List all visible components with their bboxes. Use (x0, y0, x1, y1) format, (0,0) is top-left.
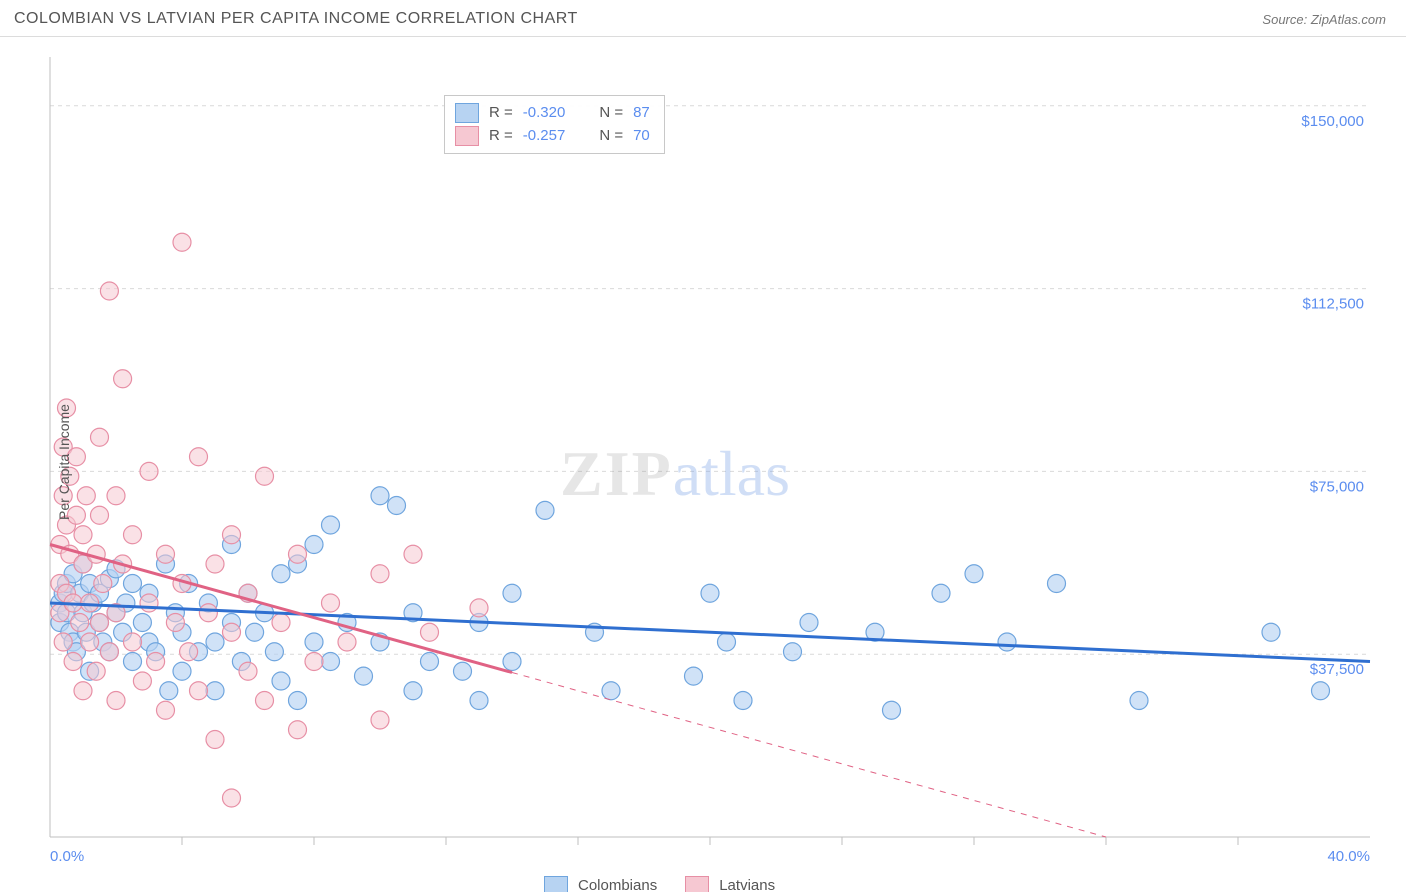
correlation-row: R = -0.257 N = 70 (455, 125, 650, 148)
r-label: R = (489, 125, 513, 148)
legend-swatch (455, 126, 479, 146)
r-label: R = (489, 102, 513, 125)
source-label: Source: (1262, 12, 1307, 27)
legend-label: Colombians (578, 875, 657, 892)
source-name: ZipAtlas.com (1311, 12, 1386, 27)
chart-title: COLOMBIAN VS LATVIAN PER CAPITA INCOME C… (14, 10, 578, 28)
scatter-plot: $37,500 $75,000 $112,500 $150,000 0.0% 40.0% (0, 37, 1406, 887)
legend-label: Latvians (719, 875, 775, 892)
chart-area: Per Capita Income $37,500 $75,000 $112,500… (0, 37, 1406, 887)
n-value: 87 (633, 102, 650, 125)
legend-swatch (455, 103, 479, 123)
n-label: N = (599, 125, 623, 148)
svg-text:$37,500: $37,500 (1310, 661, 1364, 678)
legend-item: Latvians (685, 875, 775, 892)
legend-swatch (685, 876, 709, 892)
chart-header: COLOMBIAN VS LATVIAN PER CAPITA INCOME C… (0, 0, 1406, 37)
svg-text:$112,500: $112,500 (1303, 296, 1364, 313)
y-axis-label: Per Capita Income (56, 404, 72, 520)
svg-text:$75,000: $75,000 (1310, 478, 1364, 495)
chart-source: Source: ZipAtlas.com (1262, 12, 1386, 27)
correlation-row: R = -0.320 N = 87 (455, 102, 650, 125)
svg-text:0.0%: 0.0% (50, 848, 84, 865)
r-value: -0.257 (523, 125, 566, 148)
correlation-legend: R = -0.320 N = 87 R = -0.257 N = 70 (444, 95, 665, 154)
legend-swatch (544, 876, 568, 892)
n-value: 70 (633, 125, 650, 148)
n-label: N = (599, 102, 623, 125)
series-legend: Colombians Latvians (544, 875, 775, 892)
svg-text:40.0%: 40.0% (1327, 848, 1370, 865)
r-value: -0.320 (523, 102, 566, 125)
svg-text:$150,000: $150,000 (1301, 113, 1364, 130)
legend-item: Colombians (544, 875, 657, 892)
